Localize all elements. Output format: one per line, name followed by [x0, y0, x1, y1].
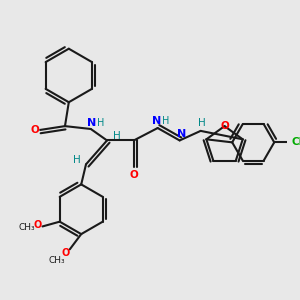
Text: O: O	[31, 125, 40, 135]
Text: N: N	[87, 118, 96, 128]
Text: O: O	[129, 170, 138, 180]
Text: N: N	[152, 116, 161, 126]
Text: Cl: Cl	[292, 137, 300, 147]
Text: N: N	[177, 129, 186, 139]
Text: H: H	[113, 131, 120, 141]
Text: O: O	[62, 248, 70, 258]
Text: H: H	[73, 154, 80, 165]
Text: O: O	[220, 121, 229, 131]
Text: H: H	[198, 118, 206, 128]
Text: CH₃: CH₃	[19, 223, 35, 232]
Text: H: H	[97, 118, 104, 128]
Text: H: H	[162, 116, 169, 126]
Text: CH₃: CH₃	[48, 256, 65, 265]
Text: O: O	[34, 220, 42, 230]
